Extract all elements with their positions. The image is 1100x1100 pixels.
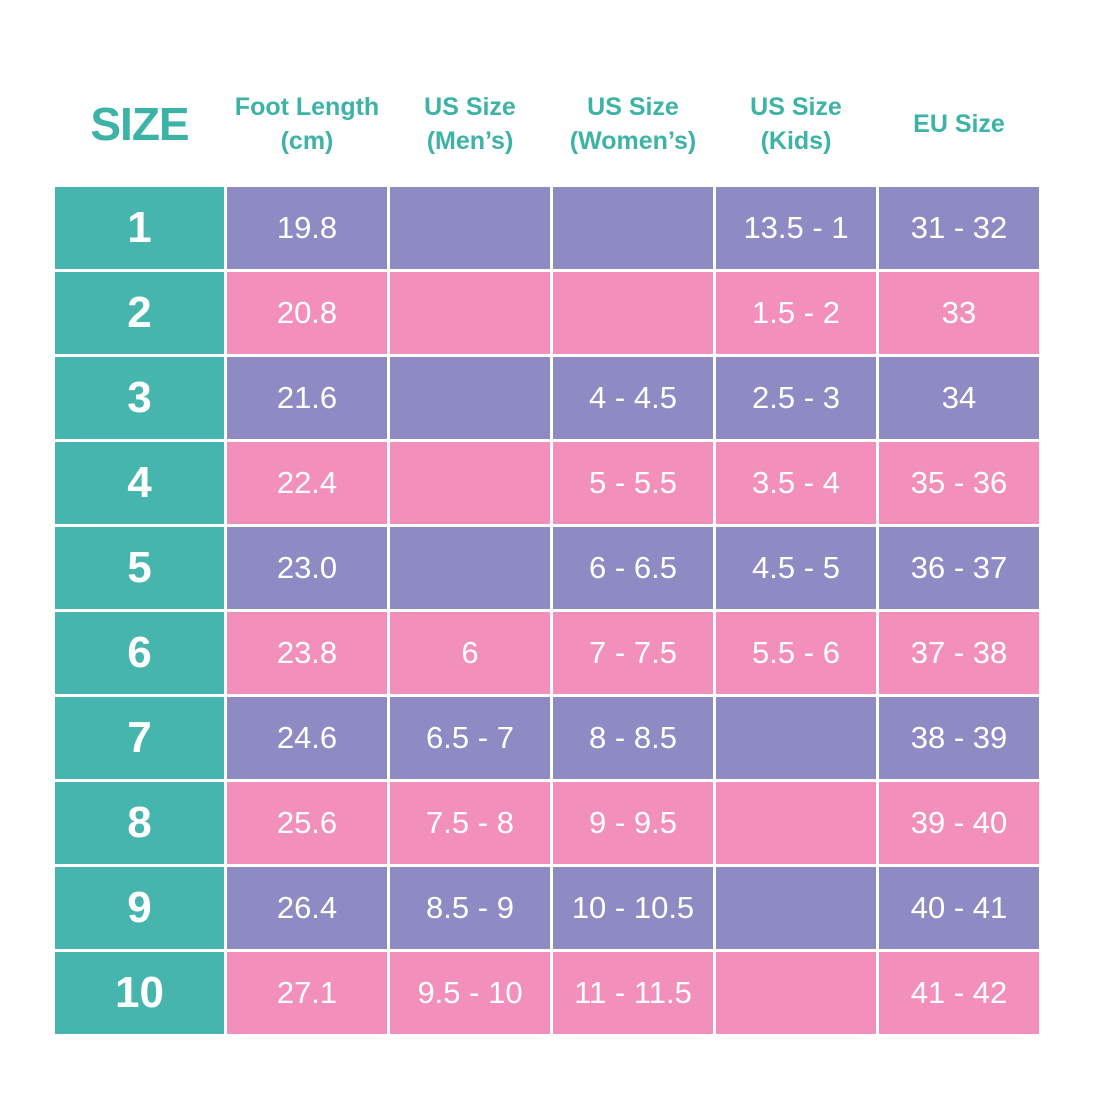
table-cell: 21.6 bbox=[227, 357, 387, 439]
table-cell bbox=[716, 952, 876, 1034]
size-cell: 1 bbox=[55, 187, 224, 269]
header-cell: US Size (Women’s) bbox=[553, 74, 713, 184]
table-cell: 6.5 - 7 bbox=[390, 697, 550, 779]
table-cell bbox=[390, 527, 550, 609]
table-cell: 7 - 7.5 bbox=[553, 612, 713, 694]
size-cell: 2 bbox=[55, 272, 224, 354]
table-cell: 39 - 40 bbox=[879, 782, 1039, 864]
table-cell bbox=[553, 187, 713, 269]
header-line: US Size bbox=[750, 93, 842, 121]
header-cell: US Size (Kids) bbox=[716, 74, 876, 184]
table-cell: 20.8 bbox=[227, 272, 387, 354]
table-cell: 23.0 bbox=[227, 527, 387, 609]
header-line: (Women’s) bbox=[569, 127, 697, 155]
table-cell: 5 - 5.5 bbox=[553, 442, 713, 524]
table-cell: 7.5 - 8 bbox=[390, 782, 550, 864]
table-cell: 9 - 9.5 bbox=[553, 782, 713, 864]
table-cell: 38 - 39 bbox=[879, 697, 1039, 779]
header-line: (cm) bbox=[280, 127, 334, 155]
table-cell bbox=[716, 782, 876, 864]
size-cell: 6 bbox=[55, 612, 224, 694]
table-cell: 4.5 - 5 bbox=[716, 527, 876, 609]
header-line: (Men’s) bbox=[426, 127, 514, 155]
size-cell: 9 bbox=[55, 867, 224, 949]
table-cell: 26.4 bbox=[227, 867, 387, 949]
table-cell: 4 - 4.5 bbox=[553, 357, 713, 439]
table-cell: 36 - 37 bbox=[879, 527, 1039, 609]
header-line: EU Size bbox=[913, 110, 1005, 138]
table-cell: 33 bbox=[879, 272, 1039, 354]
table-cell: 22.4 bbox=[227, 442, 387, 524]
table-cell: 24.6 bbox=[227, 697, 387, 779]
size-cell: 7 bbox=[55, 697, 224, 779]
table-cell: 1.5 - 2 bbox=[716, 272, 876, 354]
size-cell: 5 bbox=[55, 527, 224, 609]
table-cell: 37 - 38 bbox=[879, 612, 1039, 694]
table-cell bbox=[390, 442, 550, 524]
size-cell: 8 bbox=[55, 782, 224, 864]
table-cell bbox=[716, 697, 876, 779]
table-cell: 6 bbox=[390, 612, 550, 694]
header-line: (Kids) bbox=[760, 127, 832, 155]
header-cell: US Size (Men’s) bbox=[390, 74, 550, 184]
table-cell: 19.8 bbox=[227, 187, 387, 269]
header-line: US Size bbox=[587, 93, 679, 121]
table-cell: 13.5 - 1 bbox=[716, 187, 876, 269]
table-cell: 25.6 bbox=[227, 782, 387, 864]
table-cell bbox=[390, 357, 550, 439]
table-cell: 34 bbox=[879, 357, 1039, 439]
table-cell: 2.5 - 3 bbox=[716, 357, 876, 439]
size-table: SIZE Foot Length (cm) US Size (Men’s) US Size… bbox=[55, 74, 1039, 1034]
table-cell: 11 - 11.5 bbox=[553, 952, 713, 1034]
size-cell: 10 bbox=[55, 952, 224, 1034]
table-cell: 27.1 bbox=[227, 952, 387, 1034]
table-cell: 6 - 6.5 bbox=[553, 527, 713, 609]
table-cell: 40 - 41 bbox=[879, 867, 1039, 949]
size-cell: 3 bbox=[55, 357, 224, 439]
table-cell: 5.5 - 6 bbox=[716, 612, 876, 694]
header-cell: EU Size bbox=[879, 74, 1039, 184]
table-cell: 41 - 42 bbox=[879, 952, 1039, 1034]
table-cell: 3.5 - 4 bbox=[716, 442, 876, 524]
size-cell: 4 bbox=[55, 442, 224, 524]
table-cell bbox=[390, 187, 550, 269]
header-cell: SIZE bbox=[55, 74, 224, 184]
header-line: SIZE bbox=[90, 98, 189, 150]
header-line: Foot Length bbox=[234, 93, 380, 121]
table-cell bbox=[553, 272, 713, 354]
table-cell: 10 - 10.5 bbox=[553, 867, 713, 949]
header-cell: Foot Length (cm) bbox=[227, 74, 387, 184]
table-cell bbox=[390, 272, 550, 354]
table-cell: 31 - 32 bbox=[879, 187, 1039, 269]
table-cell: 9.5 - 10 bbox=[390, 952, 550, 1034]
table-cell: 23.8 bbox=[227, 612, 387, 694]
table-cell bbox=[716, 867, 876, 949]
table-cell: 8.5 - 9 bbox=[390, 867, 550, 949]
table-cell: 8 - 8.5 bbox=[553, 697, 713, 779]
table-cell: 35 - 36 bbox=[879, 442, 1039, 524]
header-line: US Size bbox=[424, 93, 516, 121]
